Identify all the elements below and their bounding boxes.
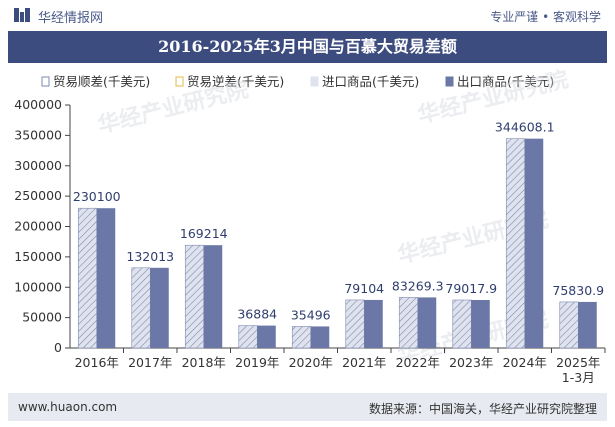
bar-export-1 (96, 208, 116, 348)
legend-label-1: 贸易顺差(千美元) (53, 74, 150, 89)
chart-title: 2016-2025年3月中国与百慕大贸易差额 (8, 31, 607, 63)
brand-name: 华经情报网 (38, 11, 104, 26)
legend-swatch-1 (41, 76, 50, 87)
y-tick-label-2: 100000 (14, 279, 62, 294)
data-label-10: 75830.9 (552, 283, 604, 298)
data-label-4: 36884 (237, 307, 277, 322)
logo-icon (14, 8, 30, 22)
legend-label-2: 贸易逆差(千美元) (187, 74, 284, 89)
legend-swatch-4 (445, 76, 454, 87)
tagline: 专业严谨 • 客观科学 (490, 10, 601, 24)
x-tick-label-10-1: 2025年 (556, 355, 600, 370)
y-tick-label-5: 250000 (14, 188, 62, 203)
y-tick-label-3: 150000 (14, 249, 62, 264)
data-label-5: 35496 (291, 307, 331, 322)
bar-export-6 (364, 299, 383, 348)
data-label-9: 344608.1 (495, 120, 555, 135)
data-label-6: 79104 (344, 281, 384, 296)
bar-import-10 (559, 301, 579, 349)
top-bar: 华经情报网 专业严谨 • 客观科学 (0, 0, 615, 31)
bar-export-10 (578, 301, 597, 348)
bar-export-3 (203, 245, 223, 348)
x-tick-label-7: 2022年 (396, 355, 440, 370)
x-tick-label-2: 2017年 (128, 355, 172, 370)
bar-import-8 (452, 299, 472, 349)
website-link[interactable]: www.huaon.com (18, 400, 118, 414)
data-label-1: 230100 (73, 189, 121, 204)
legend-swatch-3 (310, 76, 319, 87)
data-label-3: 169214 (180, 226, 228, 241)
bar-export-8 (471, 299, 490, 348)
bar-import-6 (345, 299, 365, 349)
legend-label-4: 出口商品(千美元) (457, 74, 554, 89)
x-tick-label-1: 2016年 (75, 355, 119, 370)
bar-export-2 (150, 267, 169, 348)
footer: www.huaon.com 数据来源：中国海关，华经产业研究院整理 (8, 393, 607, 421)
bar-export-9 (524, 138, 544, 348)
data-label-8: 79017.9 (445, 281, 497, 296)
bar-export-5 (310, 326, 330, 348)
data-label-2: 132013 (126, 249, 174, 264)
bar-import-3 (184, 244, 205, 349)
bar-export-7 (417, 297, 437, 348)
x-tick-label-9: 2024年 (503, 355, 547, 370)
legend-swatch-2 (175, 76, 184, 87)
bar-chart: 贸易顺差(千美元) 贸易逆差(千美元) 进口商品(千美元) 出口商品(千美元)华经产业… (14, 66, 606, 385)
bar-import-7 (398, 297, 419, 349)
x-tick-label-5: 2020年 (289, 355, 333, 370)
bar-import-9 (505, 138, 526, 349)
x-tick-label-6: 2021年 (342, 355, 386, 370)
bar-export-4 (257, 325, 276, 348)
bar-import-4 (238, 325, 258, 349)
y-tick-label-6: 300000 (14, 158, 62, 173)
data-source: 数据来源：中国海关，华经产业研究院整理 (368, 402, 597, 416)
bar-import-2 (131, 267, 151, 349)
data-label-7: 83269.3 (392, 278, 444, 293)
legend-label-3: 进口商品(千美元) (322, 74, 419, 89)
x-tick-label-8: 2023年 (449, 355, 493, 370)
bar-import-1 (77, 207, 98, 349)
bar-import-5 (291, 326, 312, 349)
y-tick-label-4: 200000 (14, 219, 62, 234)
y-tick-label-8: 400000 (14, 97, 62, 112)
y-tick-label-7: 350000 (14, 127, 62, 142)
x-tick-label-10-2: 1-3月 (562, 370, 595, 385)
y-tick-label-0: 0 (54, 340, 62, 355)
x-tick-label-3: 2018年 (182, 355, 226, 370)
x-tick-label-4: 2019年 (235, 355, 279, 370)
y-tick-label-1: 50000 (22, 310, 62, 325)
